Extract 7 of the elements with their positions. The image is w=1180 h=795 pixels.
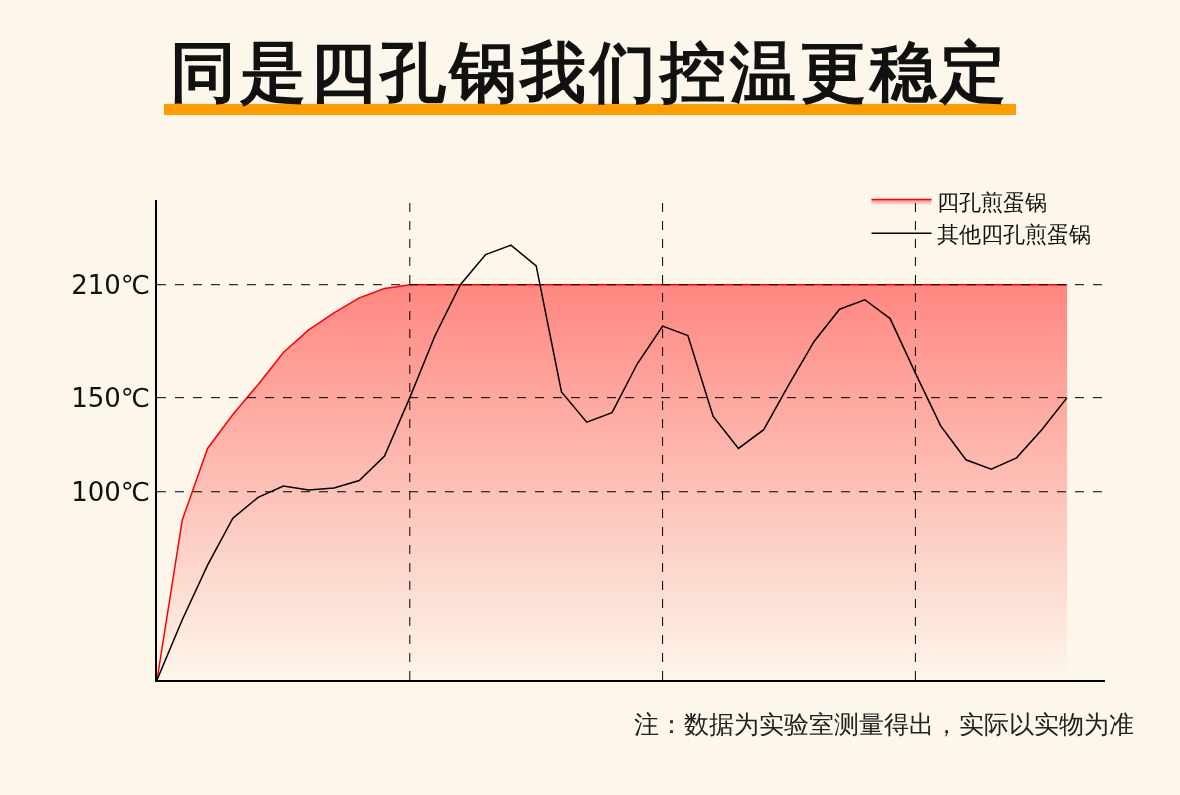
legend-label: 其他四孔煎蛋锅 — [936, 221, 1091, 247]
text: 注：数据为实验室测量得出，实际以实物为准 — [634, 709, 1134, 741]
y-tick-label: 210℃ — [71, 269, 151, 300]
y-tick-label: 100℃ — [71, 476, 151, 507]
chart-title: 同是四孔锅我们控温更稳定 — [164, 34, 1016, 115]
legend-label: 四孔煎蛋锅 — [936, 190, 1047, 216]
y-tick-label: 150℃ — [71, 382, 151, 413]
